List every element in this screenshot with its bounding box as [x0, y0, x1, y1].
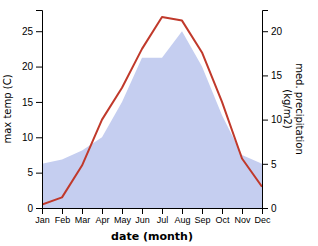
tick: May [114, 208, 132, 225]
tick-label: May [114, 215, 132, 225]
tick-label: 15 [271, 70, 283, 81]
tick-label: 20 [22, 61, 34, 72]
tick-mark [102, 208, 103, 214]
y2-axis-title-line: (kg/m2) [282, 89, 293, 129]
tick-mark [36, 67, 42, 68]
tick-label: 0 [27, 203, 33, 214]
tick-mark [82, 208, 83, 214]
axis-line [263, 11, 269, 209]
tick: 15 [22, 97, 42, 108]
tick: Nov [234, 208, 251, 225]
tick-label: 5 [271, 159, 277, 170]
tick-label: Aug [174, 215, 190, 225]
tick-mark [122, 208, 123, 214]
tick-mark [262, 208, 268, 209]
axis-line [36, 11, 43, 209]
tick-label: 25 [22, 26, 34, 37]
tick-label: Oct [215, 215, 230, 225]
tick-mark [202, 208, 203, 214]
tick-label: 5 [27, 167, 33, 178]
tick-mark [262, 164, 268, 165]
tick-mark [262, 31, 268, 32]
tick-mark [182, 208, 183, 214]
tick-mark [142, 208, 143, 214]
tick-label: Jun [135, 215, 150, 225]
tick-mark [62, 208, 63, 214]
y2-axis-title: med. precipitation(kg/m2) [282, 63, 305, 155]
tick: 20 [262, 26, 283, 37]
tick-label: Dec [254, 215, 271, 225]
tick-mark [222, 208, 223, 214]
tick: 20 [22, 61, 42, 72]
tick-label: Feb [55, 215, 71, 225]
tick-mark [242, 208, 243, 214]
tick-mark [262, 120, 268, 121]
tick: Jan [35, 208, 50, 225]
tick-label: 10 [271, 114, 283, 125]
tick: Oct [215, 208, 230, 225]
tick-mark [36, 208, 42, 209]
y-axis-title: max temp (C) [2, 74, 13, 143]
tick-label: 0 [271, 203, 277, 214]
tick: 5 [262, 159, 277, 170]
tick: Jun [135, 208, 150, 225]
axis-line [43, 209, 263, 215]
tick-label: 10 [22, 132, 34, 143]
tick-mark [36, 173, 42, 174]
tick: 0 [262, 203, 277, 214]
tick-label: 15 [22, 97, 34, 108]
line [42, 17, 262, 204]
tick-label: Nov [234, 215, 251, 225]
tick: Aug [174, 208, 190, 225]
tick-mark [36, 102, 42, 103]
tick: Feb [55, 208, 71, 225]
chart: JanFebMarAprMayJunJulAugSepOctNovDec0510… [0, 0, 318, 246]
tick-label: Sep [194, 215, 210, 225]
y2-axis-title-line: med. precipitation [294, 63, 305, 155]
marks [42, 17, 262, 208]
tick: Dec [254, 208, 271, 225]
tick: Jul [157, 208, 169, 225]
tick-label: Jul [157, 215, 169, 225]
y2-axis: 0 5 10 15 20 [262, 11, 283, 214]
x-axis: Jan Feb Mar Apr MayJun Jul Aug Sep Oct NovDec [35, 208, 271, 225]
tick-mark [36, 31, 42, 32]
tick: 15 [262, 70, 283, 81]
y-axis: 0 5 10 15 20 25 [22, 11, 43, 214]
tick: Sep [194, 208, 210, 225]
tick: Mar [75, 208, 91, 225]
tick-label: 20 [271, 26, 283, 37]
tick: 5 [27, 167, 42, 178]
tick: 10 [22, 132, 42, 143]
x-axis-title: date (month) [111, 230, 193, 243]
tick-label: Apr [95, 215, 109, 225]
tick: Apr [95, 208, 109, 225]
tick: 0 [27, 203, 42, 214]
tick-label: Mar [75, 215, 91, 225]
tick-mark [36, 137, 42, 138]
tick: 10 [262, 114, 283, 125]
plot-area: JanFebMarAprMayJunJulAugSepOctNovDec0510… [22, 11, 283, 226]
tick-label: Jan [35, 215, 50, 225]
tick-mark [162, 208, 163, 214]
tick-mark [262, 75, 268, 76]
tick: 25 [22, 26, 42, 37]
